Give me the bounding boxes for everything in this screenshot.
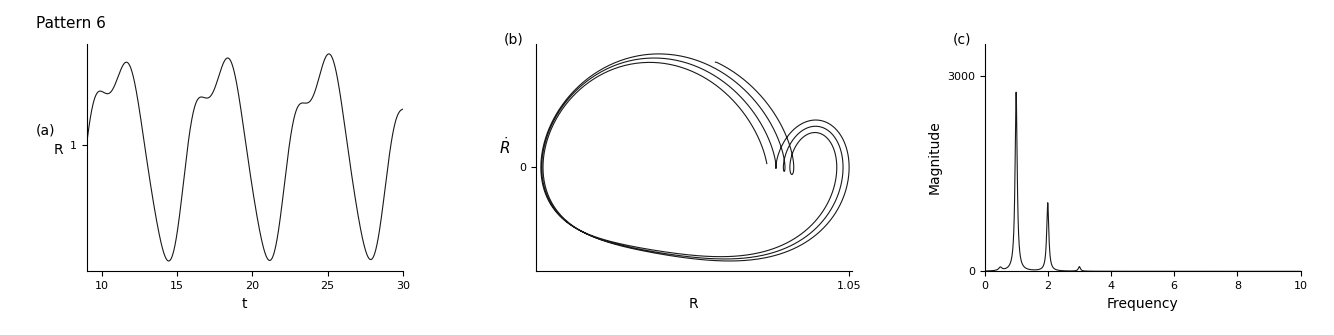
Y-axis label: Magnitude: Magnitude [927, 121, 942, 194]
X-axis label: Frequency: Frequency [1107, 296, 1178, 311]
Text: Pattern 6: Pattern 6 [36, 16, 105, 31]
X-axis label: t: t [241, 296, 248, 311]
Y-axis label: $\dot{R}$: $\dot{R}$ [499, 137, 511, 157]
Y-axis label: R: R [55, 143, 64, 157]
Text: (b): (b) [504, 32, 524, 46]
X-axis label: R: R [688, 296, 699, 311]
Text: (a): (a) [36, 123, 56, 137]
Text: (c): (c) [952, 32, 971, 46]
